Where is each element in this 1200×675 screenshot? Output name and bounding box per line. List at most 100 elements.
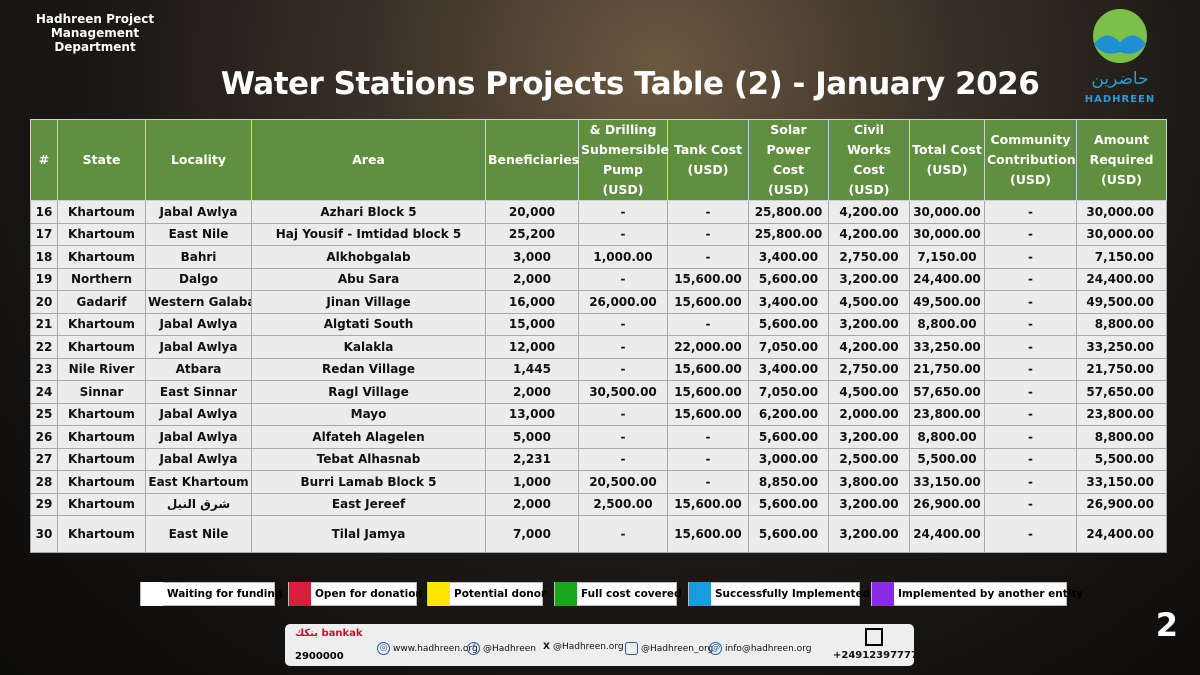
- table-cell: -: [667, 222, 749, 246]
- table-cell: 20,500.00: [578, 470, 668, 494]
- bankak-number: 2900000: [295, 651, 344, 662]
- column-header: Tank Cost (USD): [667, 119, 749, 201]
- table-cell: Khartoum: [57, 447, 146, 471]
- table-cell: 5,600.00: [748, 312, 829, 336]
- table-cell: 5,500.00: [909, 447, 985, 471]
- logo-text: HADHREEN: [1084, 94, 1156, 105]
- table-cell: 6,200.00: [748, 402, 829, 426]
- table-cell: 12,000: [485, 335, 579, 359]
- table-cell: East Sinnar: [145, 380, 252, 404]
- table-cell: 25,800.00: [748, 200, 829, 224]
- table-cell: Jabal Awlya: [145, 447, 252, 471]
- legend-item-other-entity: Implemented by another entity: [871, 582, 1083, 606]
- table-row: 21 Khartoum Jabal Awlya Algtati South 15,000…: [30, 312, 1167, 336]
- table-cell: Atbara: [145, 357, 252, 381]
- table-cell: Algtati South: [251, 312, 486, 336]
- table-cell: Alfateh Alagelen: [251, 425, 486, 449]
- table-cell: 57,650.00: [909, 380, 985, 404]
- table-cell: 4,200.00: [828, 222, 910, 246]
- website-link[interactable]: ◎ www.hadhreen.org: [377, 642, 478, 655]
- table-cell: Jinan Village: [251, 290, 486, 314]
- legend-swatch: [872, 582, 894, 606]
- table-cell: 8,800.00: [1076, 312, 1167, 336]
- facebook-link[interactable]: f @Hadhreen: [467, 642, 536, 655]
- table-cell: -: [578, 447, 668, 471]
- table-cell: -: [984, 200, 1077, 224]
- table-cell: 5,600.00: [748, 492, 829, 516]
- table-cell: -: [984, 470, 1077, 494]
- table-cell: 5,000: [485, 425, 579, 449]
- x-link[interactable]: X @Hadhreen.org: [543, 642, 624, 652]
- table-cell: 15,600.00: [667, 357, 749, 381]
- table-cell: 16: [30, 200, 58, 224]
- table-cell: 2,000.00: [828, 402, 910, 426]
- table-cell: 3,800.00: [828, 470, 910, 494]
- table-cell: Nile River: [57, 357, 146, 381]
- table-cell: 2,000: [485, 380, 579, 404]
- table-cell: -: [984, 402, 1077, 426]
- table-cell: 23,800.00: [909, 402, 985, 426]
- table-cell: -: [578, 312, 668, 336]
- table-cell: -: [667, 447, 749, 471]
- table-cell: 33,150.00: [909, 470, 985, 494]
- table-cell: -: [667, 245, 749, 269]
- table-cell: 21,750.00: [909, 357, 985, 381]
- table-cell: -: [984, 357, 1077, 381]
- legend-swatch: [555, 582, 577, 606]
- table-row: 16 Khartoum Jabal Awlya Azhari Block 5 20,00…: [30, 200, 1167, 224]
- column-header: & Drilling Submersible Pump (USD): [578, 119, 669, 201]
- table-row: 19 Northern Dalgo Abu Sara 2,000-15,600.00 5,…: [30, 267, 1167, 291]
- table-row: 24 Sinnar East Sinnar Ragl Village 2,000 30,5…: [30, 380, 1167, 404]
- table-cell: 22,000.00: [667, 335, 749, 359]
- table-cell: -: [667, 425, 749, 449]
- table-cell: -: [984, 267, 1077, 291]
- page-title: Water Stations Projects Table (2) - Janu…: [220, 66, 1040, 102]
- table-cell: -: [667, 470, 749, 494]
- table-cell: -: [667, 200, 749, 224]
- column-header: Amount Required (USD): [1076, 119, 1167, 201]
- table-cell: Khartoum: [57, 312, 146, 336]
- table-cell: 7,050.00: [748, 380, 829, 404]
- table-cell: Gadarif: [57, 290, 146, 314]
- table-cell: Jabal Awlya: [145, 312, 252, 336]
- table-cell: -: [578, 222, 668, 246]
- table-cell: -: [578, 515, 668, 553]
- table-cell: 33,250.00: [909, 335, 985, 359]
- page-number: 2: [1155, 606, 1178, 644]
- table-cell: 5,500.00: [1076, 447, 1167, 471]
- email-link[interactable]: @ info@hadhreen.org: [709, 642, 812, 655]
- table-cell: -: [578, 335, 668, 359]
- table-cell: 29: [30, 492, 58, 516]
- table-cell: Jabal Awlya: [145, 402, 252, 426]
- table-cell: 15,600.00: [667, 267, 749, 291]
- table-cell: 30,500.00: [578, 380, 668, 404]
- legend-label: Full cost covered: [581, 588, 682, 600]
- table-cell: East Khartoum: [145, 470, 252, 494]
- table-cell: Jabal Awlya: [145, 335, 252, 359]
- table-cell: Kalakla: [251, 335, 486, 359]
- table-cell: 3,000: [485, 245, 579, 269]
- table-cell: -: [984, 447, 1077, 471]
- table-cell: 3,200.00: [828, 267, 910, 291]
- table-cell: 2,500.00: [828, 447, 910, 471]
- column-header: Solar Power Cost (USD): [748, 119, 829, 201]
- table-row: 23 Nile River Atbara Redan Village 1,445-15,…: [30, 357, 1167, 381]
- table-cell: -: [578, 425, 668, 449]
- table-cell: 3,200.00: [828, 312, 910, 336]
- table-cell: 4,500.00: [828, 290, 910, 314]
- table-cell: Haj Yousif - Imtidad block 5: [251, 222, 486, 246]
- column-header: Community Contribution (USD): [984, 119, 1077, 201]
- table-cell: -: [578, 267, 668, 291]
- table-cell: 2,000: [485, 267, 579, 291]
- table-cell: 1,000.00: [578, 245, 668, 269]
- table-cell: 2,750.00: [828, 245, 910, 269]
- table-cell: 15,000: [485, 312, 579, 336]
- phone-number[interactable]: +249123977778: [833, 650, 925, 661]
- table-cell: -: [984, 312, 1077, 336]
- instagram-link[interactable]: @Hadhreen_org: [625, 642, 713, 655]
- table-cell: 23,800.00: [1076, 402, 1167, 426]
- table-cell: 3,200.00: [828, 515, 910, 553]
- table-cell: 7,000: [485, 515, 579, 553]
- table-cell: 26,900.00: [909, 492, 985, 516]
- table-row: 22 Khartoum Jabal Awlya Kalakla 12,000-22,00…: [30, 335, 1167, 359]
